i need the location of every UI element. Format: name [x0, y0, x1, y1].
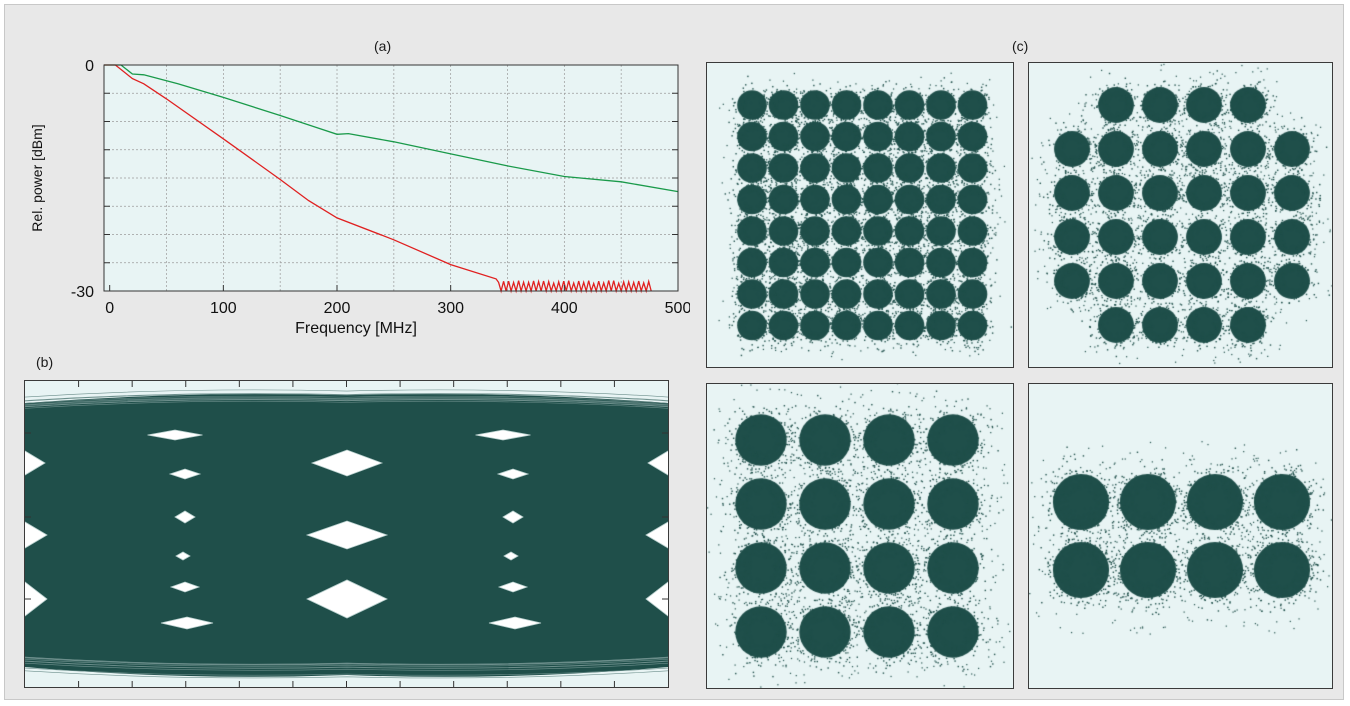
eye-opening — [497, 581, 529, 593]
eye-opening — [306, 579, 388, 619]
eye-opening — [502, 510, 524, 524]
eye-opening — [305, 520, 389, 550]
constellation-8qam — [1028, 383, 1333, 689]
eye-opening — [168, 468, 202, 480]
plot-frame-a — [103, 64, 679, 292]
eye-trace-line — [24, 398, 669, 407]
eye-trace-line — [24, 393, 669, 401]
panel-label-c: (c) — [1012, 38, 1029, 54]
eye-opening — [174, 510, 196, 524]
x-tick-label: 100 — [210, 300, 237, 317]
y-tick-label: 0 — [85, 58, 94, 75]
eye-trace-line — [24, 389, 669, 398]
eye-opening — [488, 616, 542, 630]
eye-diagram — [2, 381, 691, 687]
eye-trace-line — [24, 395, 669, 404]
eye-opening — [169, 581, 201, 593]
eye-opening — [503, 551, 519, 561]
x-tick-label: 400 — [551, 300, 578, 317]
eye-trace-line — [24, 656, 669, 665]
eye-opening — [496, 468, 530, 480]
frequency-response-chart: 0 100 200 300 400 500 -30 0 Frequency [MHz] Rel. … — [29, 58, 690, 337]
eye-trace-line — [24, 397, 669, 406]
eye-opening — [310, 449, 384, 477]
eye-trace-line — [24, 657, 669, 665]
eye-trace-line — [24, 667, 669, 676]
x-tick-label: 0 — [105, 300, 114, 317]
y-tick-label: -30 — [71, 284, 94, 301]
eye-trace-line — [24, 399, 669, 408]
eye-opening — [475, 429, 531, 441]
x-tick-label: 200 — [324, 300, 351, 317]
panel-label-a: (a) — [374, 38, 392, 54]
x-axis-label: Frequency [MHz] — [295, 320, 417, 337]
plot-area-a — [104, 65, 678, 291]
series-green-line — [104, 64, 679, 193]
eye-trace-line — [24, 393, 669, 402]
series-red-line — [104, 64, 652, 294]
eye-trace-line — [24, 670, 669, 679]
x-tick-label: 500 — [665, 300, 690, 317]
panel-label-b: (b) — [36, 354, 54, 370]
eye-trace-line — [24, 660, 669, 669]
eye-opening — [147, 429, 203, 441]
eye-trace-line — [24, 662, 669, 671]
eye-opening — [175, 551, 191, 561]
constellation-16qam — [706, 383, 1014, 689]
eye-trace-line — [24, 660, 669, 669]
constellation-32qam — [1028, 62, 1333, 368]
x-tick-label: 300 — [437, 300, 464, 317]
eye-trace-line — [24, 658, 669, 667]
eye-opening — [160, 616, 214, 630]
eye-diagram-box — [2, 380, 691, 688]
constellation-64qam — [706, 62, 1014, 368]
eye-trace-line — [24, 397, 669, 405]
y-axis-label: Rel. power [dBm] — [29, 124, 45, 231]
eye-trace-line — [24, 657, 669, 666]
eye-trace-line — [24, 400, 669, 409]
